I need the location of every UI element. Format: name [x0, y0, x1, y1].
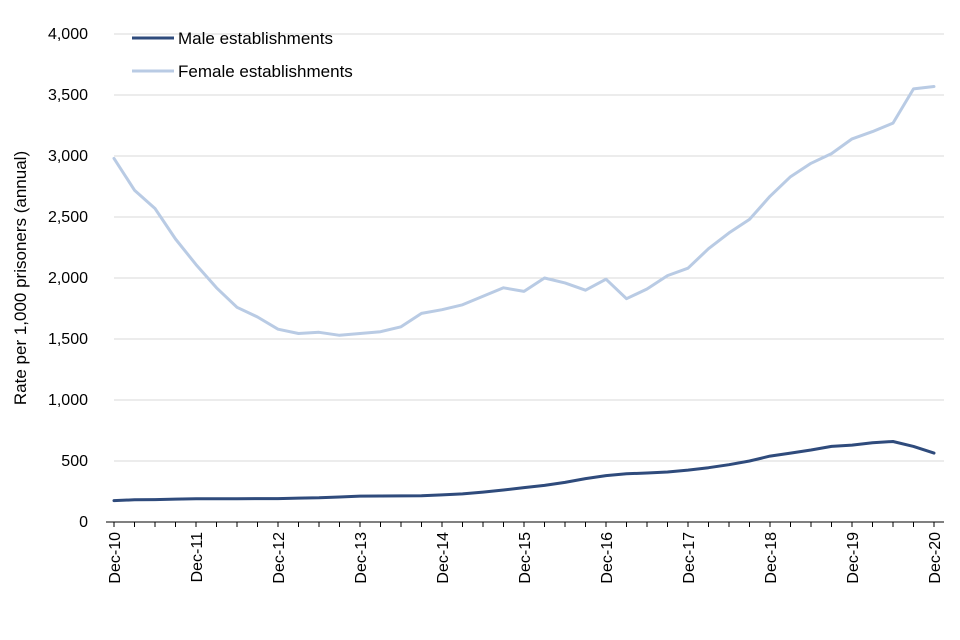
series-line-female	[112, 85, 936, 337]
x-axis: Dec-10 Dec-11 Dec-12 Dec-13 Dec-14 Dec-15 Dec-…	[106, 521, 944, 584]
x-tick-label: Dec-19	[845, 532, 862, 584]
gridlines	[114, 33, 944, 462]
series-line-male	[112, 440, 936, 503]
x-tick-label: Dec-15	[517, 532, 534, 584]
y-tick-label: 2,000	[48, 270, 88, 287]
y-tick-label: 1,500	[48, 331, 88, 348]
x-tick-label: Dec-11	[189, 532, 206, 582]
legend-label-female: Female establishments	[178, 62, 353, 81]
y-tick-label: 3,500	[48, 87, 88, 104]
x-tick-label: Dec-13	[353, 532, 370, 584]
y-tick-label: 4,000	[48, 26, 88, 43]
x-tick-label: Dec-20	[927, 532, 944, 584]
legend: Male establishments Female establishment…	[132, 29, 353, 81]
y-axis: 0 500 1,000 1,500 2,000 2,500 3,000 3,500 4,000	[48, 26, 88, 531]
x-tick-label: Dec-16	[599, 532, 616, 584]
legend-item-female: Female establishments	[132, 62, 353, 81]
y-tick-label: 3,000	[48, 148, 88, 165]
legend-label-male: Male establishments	[178, 29, 333, 48]
x-tick-label: Dec-14	[435, 532, 452, 584]
y-axis-title: Rate per 1,000 prisoners (annual)	[11, 151, 30, 405]
x-tick-label: Dec-10	[107, 532, 124, 584]
legend-item-male: Male establishments	[132, 29, 333, 48]
y-tick-label: 0	[79, 514, 88, 531]
x-tick-label: Dec-18	[763, 532, 780, 584]
series-lines	[112, 85, 936, 503]
y-tick-label: 1,000	[48, 392, 88, 409]
y-tick-label: 2,500	[48, 209, 88, 226]
y-tick-label: 500	[61, 453, 88, 470]
x-tick-label: Dec-12	[271, 532, 288, 584]
x-tick-label: Dec-17	[681, 532, 698, 584]
